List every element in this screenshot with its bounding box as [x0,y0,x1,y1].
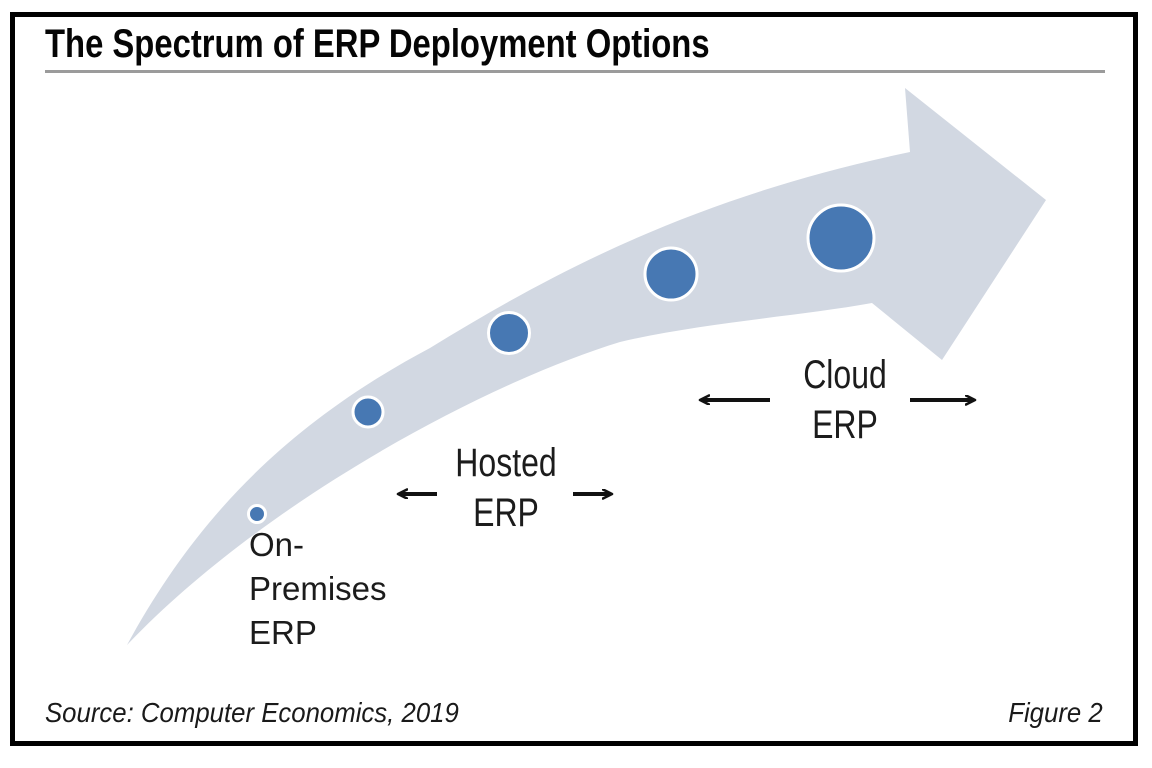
stage-label-line: ERP [473,491,539,535]
title-underline [45,70,1105,73]
stage-label-line: Cloud [803,353,887,397]
stage-label-line: On- [249,526,305,563]
stage-label-hosted-erp: Hosted ERP [443,438,570,538]
spectrum-dots [247,203,876,524]
spectrum-dot [351,395,385,429]
figure-title: The Spectrum of ERP Deployment Options [45,24,855,64]
stage-label-line: Premises [249,570,387,607]
stage-label-line: Hosted [455,441,557,485]
spectrum-dot [643,246,699,302]
stage-label-on-premises-erp: On- Premises ERP [249,523,387,655]
stage-label-cloud-erp: Cloud ERP [793,350,898,450]
figure-number-text: Figure 2 [1008,697,1103,728]
spectrum-dot [487,311,531,355]
stage-label-line: ERP [249,614,317,651]
spectrum-dot [806,203,876,273]
stage-label-line: ERP [812,403,878,447]
figure-title-text: The Spectrum of ERP Deployment Options [45,22,710,66]
spectrum-dot [247,504,267,524]
figure-number: Figure 2 [1000,696,1103,730]
source-note: Source: Computer Economics, 2019 [45,696,495,730]
source-note-text: Source: Computer Economics, 2019 [45,697,459,728]
